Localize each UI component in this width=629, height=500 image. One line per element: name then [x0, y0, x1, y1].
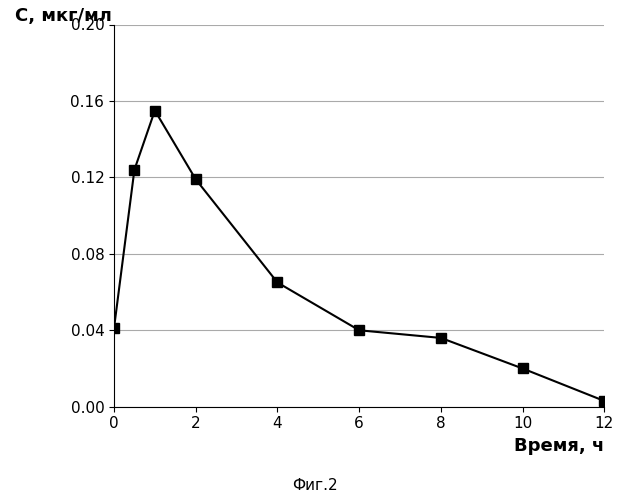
Text: Фиг.2: Фиг.2	[292, 478, 337, 493]
Y-axis label: С, мкг/мл: С, мкг/мл	[15, 6, 112, 25]
X-axis label: Время, ч: Время, ч	[514, 437, 604, 455]
